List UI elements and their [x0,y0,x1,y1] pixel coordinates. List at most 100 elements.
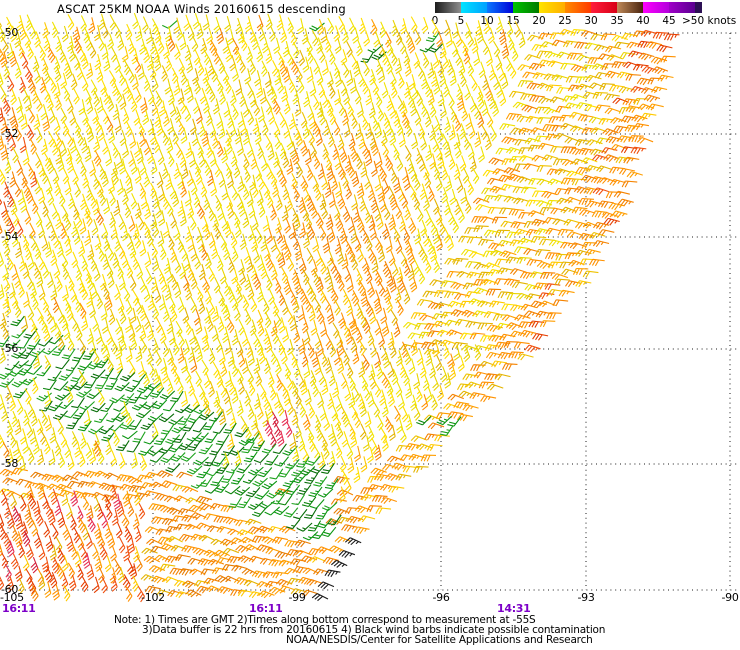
wind-barb [300,175,309,192]
wind-barb [120,372,136,382]
wind-barb [657,74,674,82]
wind-barb [638,52,655,61]
wind-barb [231,103,239,120]
wind-barb [337,248,345,265]
wind-barb [216,112,224,129]
wind-barb [51,474,68,483]
wind-barb [154,434,168,446]
wind-barb [450,106,458,123]
wind-barb [259,383,267,400]
wind-barb [282,41,290,58]
wind-barb [125,346,133,363]
wind-barb [35,211,43,228]
wind-barb [283,278,292,296]
wind-barb [593,44,610,52]
wind-barb [495,322,513,330]
wind-barb [333,266,342,284]
wind-barb [548,261,564,269]
wind-barb [195,345,203,363]
wind-barb [43,438,51,455]
wind-barb [401,405,409,423]
wind-barb [89,301,96,319]
wind-barb [125,476,143,485]
wind-barb [268,108,276,125]
wind-barb [256,81,264,99]
wind-barb [210,475,225,487]
wind-barb [228,286,235,303]
wind-barb [78,240,86,257]
wind-barb [218,348,226,366]
wind-barb [161,517,178,526]
wind-barb [281,347,288,365]
wind-barb [79,193,87,211]
wind-barb [410,339,418,357]
wind-barb [242,183,250,201]
wind-barb [8,217,15,235]
wind-barb [92,315,100,332]
wind-barb [213,16,221,34]
wind-barb [298,372,306,390]
wind-barb [264,420,273,437]
wind-barb [259,500,276,509]
wind-barb [546,168,563,176]
wind-barb [211,456,227,467]
wind-barb [95,209,104,226]
wind-barb [42,115,50,132]
wind-barb [41,57,49,75]
wind-barb [107,177,115,194]
wind-barb [41,235,49,252]
wind-barb [255,227,263,244]
wind-barb [70,73,78,91]
wind-barb [506,292,522,300]
wind-barb [365,235,373,252]
wind-barb [272,98,281,115]
wind-barb [115,87,123,104]
wind-barb [557,228,574,236]
wind-barb [162,400,177,412]
wind-barb [125,408,133,426]
wind-barb [203,419,217,431]
wind-barb [613,190,630,198]
wind-barb [600,33,617,41]
wind-barb [381,82,389,99]
wind-barb [454,115,462,132]
wind-barb [359,423,367,440]
wind-barb [236,463,252,474]
wind-barb [581,157,598,164]
wind-barb [447,300,465,308]
wind-barb [195,226,203,244]
wind-barb [444,141,452,158]
wind-barb [266,191,274,209]
wind-barb [312,93,320,111]
wind-barb [209,444,224,456]
wind-barb [316,546,333,555]
wind-barb [386,270,394,287]
wind-barb [143,490,160,498]
wind-barb [182,420,196,432]
wind-barb [346,362,354,379]
wind-barb [173,579,191,587]
wind-barb [216,27,225,45]
wind-barb [319,287,327,304]
wind-barb [483,229,500,237]
wind-barb [138,502,146,520]
wind-barb [590,148,607,156]
wind-barb [203,371,211,389]
wind-barb [319,193,327,211]
wind-barb [261,536,278,545]
wind-barb [172,368,181,385]
wind-barb [26,421,34,439]
wind-barb [234,486,251,496]
wind-barb [226,316,235,334]
wind-barb [242,473,258,484]
wind-barb [95,328,103,345]
wind-barb [332,143,340,161]
wind-barb [375,507,392,515]
wind-barb [85,210,93,227]
wind-barb [490,249,507,257]
wind-barb [34,31,41,48]
wind-barb [54,179,62,197]
wind-barb [54,439,62,457]
wind-barb [487,27,495,44]
wind-barb [352,494,369,502]
